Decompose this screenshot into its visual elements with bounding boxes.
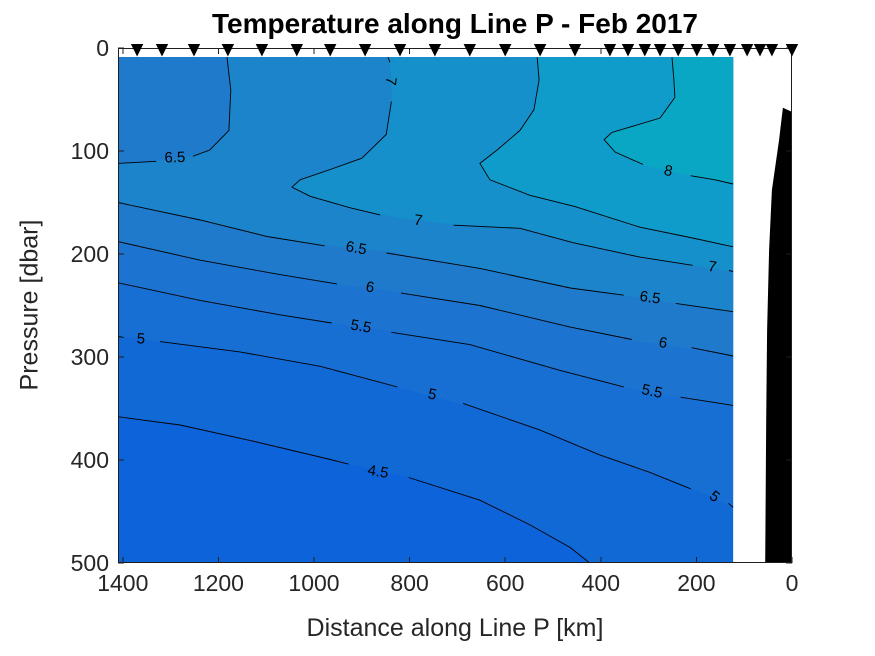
x-tick-label: 1200: [193, 570, 244, 596]
contour-label-6: 6: [364, 278, 375, 296]
station-marker: [706, 44, 720, 57]
contour-label-7: 7: [413, 211, 424, 229]
contour-label-5.5: 5.5: [349, 316, 372, 336]
x-tick-label: 800: [390, 570, 428, 596]
contour-line-4.5: [118, 416, 591, 564]
station-marker: [690, 44, 704, 57]
contour-line-5: [118, 335, 734, 508]
x-axis-label: Distance along Line P [km]: [306, 614, 604, 642]
y-tick-label: 100: [71, 138, 109, 164]
station-marker: [428, 44, 442, 57]
station-marker: [653, 44, 667, 57]
station-marker: [393, 44, 407, 57]
contour-label-6.5: 6.5: [639, 288, 662, 308]
band-8.0: [604, 57, 734, 184]
station-marker: [358, 44, 372, 57]
contour-label-5: 5: [426, 385, 438, 403]
station-marker: [785, 44, 799, 57]
station-marker: [603, 44, 617, 57]
bathymetry-wedge: [765, 107, 792, 563]
station-marker: [765, 44, 779, 57]
station-marker: [155, 44, 169, 57]
station-marker: [621, 44, 635, 57]
station-marker: [324, 44, 337, 57]
station-marker: [568, 44, 582, 57]
station-marker: [290, 44, 303, 57]
contour-line-6: [118, 241, 734, 357]
contour-label-6.5: 6.5: [344, 238, 367, 258]
station-marker: [130, 44, 144, 57]
station-marker: [499, 44, 512, 57]
contour-line-5.5: [118, 282, 734, 406]
x-tick-label: 600: [486, 570, 524, 596]
x-tick-label: 1400: [97, 570, 148, 596]
station-marker: [723, 44, 737, 57]
temperature-fill-bands: [118, 57, 734, 564]
y-tick-label: 200: [71, 241, 109, 267]
contour-line-7: [291, 57, 734, 272]
station-marker: [463, 44, 476, 57]
x-tick-label: 1000: [288, 570, 339, 596]
x-tick-label: 200: [677, 570, 715, 596]
station-marker: [221, 44, 235, 57]
contour-label-6.5: 6.5: [164, 149, 185, 167]
contour-line-7.5: [479, 57, 734, 248]
station-marker: [187, 44, 201, 57]
station-marker: [672, 44, 685, 57]
x-tick-label: 0: [786, 570, 799, 596]
contour-lines: [118, 57, 734, 564]
station-marker: [533, 44, 547, 57]
y-tick-label: 0: [96, 35, 109, 61]
tick-marks: [118, 47, 793, 564]
station-markers: [130, 44, 799, 57]
y-tick-label: 300: [71, 344, 109, 370]
contour-line-8: [603, 57, 734, 185]
contour-label-8: 8: [662, 162, 674, 180]
station-marker: [740, 44, 754, 57]
contour-label-5.5: 5.5: [640, 381, 664, 402]
station-marker: [753, 44, 767, 57]
contour-line-6.5: [118, 202, 734, 313]
band-6.0: [118, 57, 231, 164]
y-tick-label: 500: [71, 550, 109, 576]
contour-label-7: 7: [382, 76, 400, 86]
contour-label-7: 7: [707, 258, 718, 276]
contour-label-4.5: 4.5: [366, 462, 389, 482]
contour-label-5: 5: [136, 330, 145, 347]
chart-title: Temperature along Line P - Feb 2017: [212, 8, 698, 39]
y-axis-label: Pressure [dbar]: [15, 219, 44, 391]
station-marker: [255, 44, 269, 57]
axes-box: [118, 48, 792, 563]
contour-line-6.5: [118, 57, 232, 164]
tick-labels: 1400 1200 1000 800 600 400 200 0 0 100 200 300 400 50…: [71, 35, 799, 596]
x-tick-label: 400: [582, 570, 620, 596]
contour-label-6: 6: [657, 334, 668, 352]
y-tick-label: 400: [71, 447, 109, 473]
station-marker: [638, 44, 651, 57]
